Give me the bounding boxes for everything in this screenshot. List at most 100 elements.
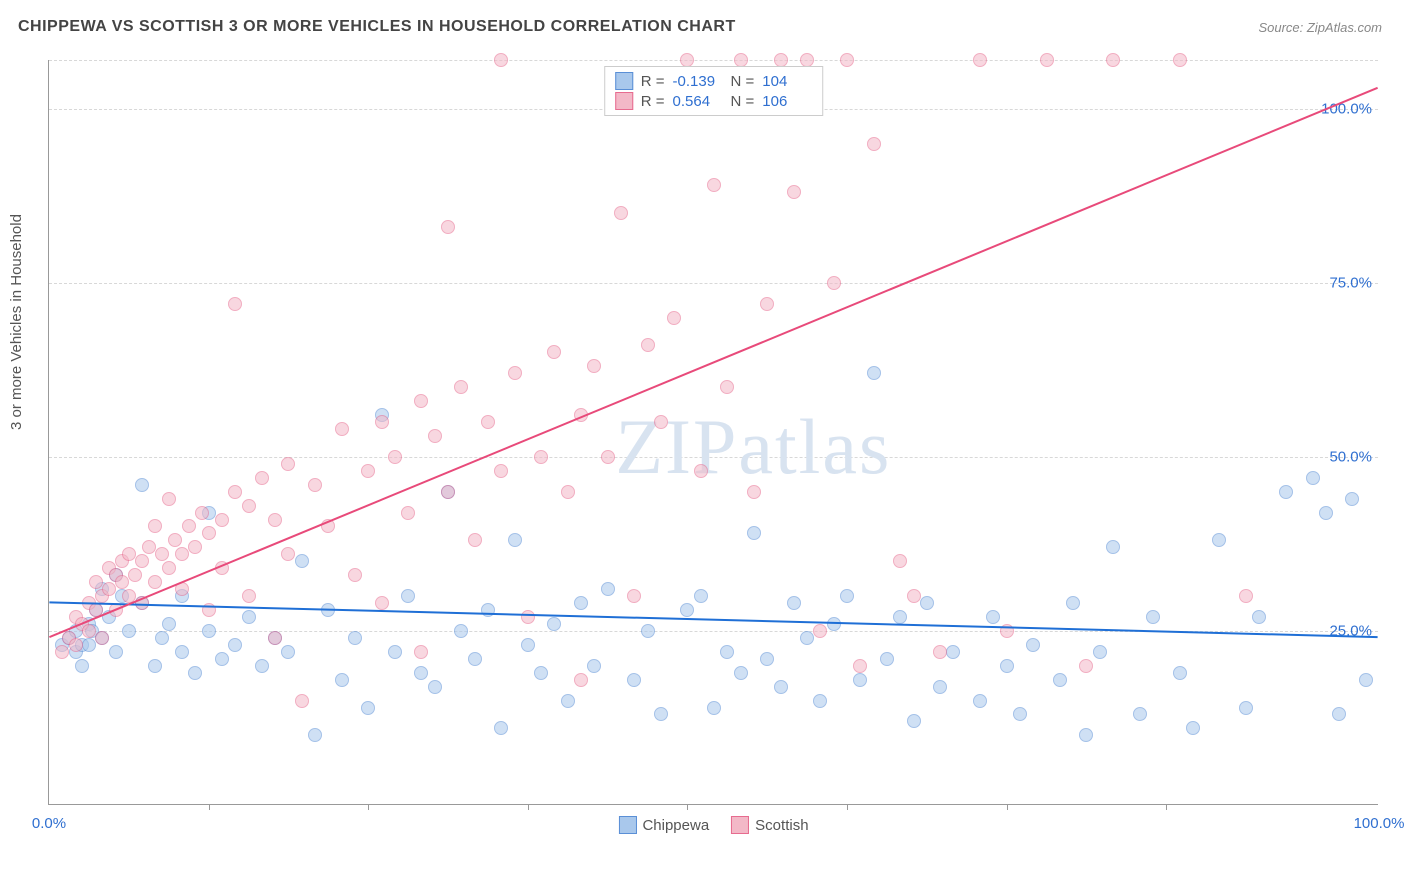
scatter-point [1000,659,1014,673]
legend-swatch [731,816,749,834]
scatter-point [162,561,176,575]
stat-label-r: R = [641,73,665,90]
scatter-point [694,464,708,478]
stat-value-r: 0.564 [673,93,723,110]
legend-swatch [615,92,633,110]
stats-row: R =0.564N =106 [615,91,813,111]
scatter-point [95,631,109,645]
scatter-point [441,485,455,499]
scatter-point [89,575,103,589]
scatter-point [215,652,229,666]
scatter-point [454,624,468,638]
scatter-point [853,673,867,687]
scatter-point [202,624,216,638]
scatter-point [162,617,176,631]
x-tick [687,804,688,810]
scatter-point [308,478,322,492]
scatter-point [128,568,142,582]
chart-title: CHIPPEWA VS SCOTTISH 3 OR MORE VEHICLES … [18,18,736,36]
scatter-point [1186,721,1200,735]
scatter-point [295,694,309,708]
scatter-point [747,526,761,540]
scatter-point [561,694,575,708]
scatter-point [547,617,561,631]
scatter-point [641,624,655,638]
scatter-point [321,603,335,617]
scatter-point [468,652,482,666]
scatter-point [148,659,162,673]
scatter-point [175,645,189,659]
stat-value-n: 106 [762,93,812,110]
scatter-point [89,603,103,617]
scatter-point [827,276,841,290]
scatter-point [242,499,256,513]
scatter-point [1279,485,1293,499]
x-tick-label: 0.0% [32,815,66,832]
scatter-point [1332,707,1346,721]
scatter-point [1345,492,1359,506]
scatter-point [760,652,774,666]
scatter-point [627,589,641,603]
scatter-point [840,589,854,603]
gridline [49,283,1378,284]
scatter-point [481,415,495,429]
scatter-point [1239,701,1253,715]
scatter-point [654,415,668,429]
scatter-point [867,366,881,380]
scatter-point [813,624,827,638]
scatter-point [428,680,442,694]
scatter-point [720,645,734,659]
scatter-point [162,492,176,506]
scatter-point [1173,666,1187,680]
legend-label: Chippewa [642,817,709,834]
scatter-point [375,415,389,429]
scatter-point [880,652,894,666]
scatter-point [946,645,960,659]
scatter-point [494,721,508,735]
scatter-point [255,659,269,673]
scatter-point [760,297,774,311]
scatter-point [82,638,96,652]
scatter-point [175,582,189,596]
scatter-point [1026,638,1040,652]
scatter-point [168,533,182,547]
scatter-point [82,624,96,638]
scatter-point [614,206,628,220]
scatter-point [375,596,389,610]
trend-line [49,88,1377,637]
scatter-point [1079,728,1093,742]
scatter-point [281,457,295,471]
scatter-point [202,526,216,540]
scatter-point [1106,540,1120,554]
scatter-point [281,645,295,659]
y-tick-label: 100.0% [1321,100,1372,117]
x-tick [528,804,529,810]
scatter-point [135,478,149,492]
scatter-point [1359,673,1373,687]
scatter-point [242,589,256,603]
scatter-point [155,631,169,645]
scatter-point [109,645,123,659]
scatter-point [1040,53,1054,67]
scatter-point [175,547,189,561]
stat-value-n: 104 [762,73,812,90]
x-tick-label: 100.0% [1354,815,1405,832]
y-tick-label: 50.0% [1329,448,1372,465]
scatter-point [680,603,694,617]
source-label: Source: ZipAtlas.com [1258,20,1382,35]
gridline [49,631,1378,632]
scatter-point [494,53,508,67]
scatter-point [135,596,149,610]
scatter-point [707,701,721,715]
scatter-point [627,673,641,687]
scatter-point [188,666,202,680]
scatter-point [534,666,548,680]
scatter-point [182,519,196,533]
scatter-point [920,596,934,610]
scatter-point [228,297,242,311]
scatter-point [202,603,216,617]
scatter-point [188,540,202,554]
scatter-point [348,568,362,582]
scatter-point [521,610,535,624]
scatter-point [601,582,615,596]
